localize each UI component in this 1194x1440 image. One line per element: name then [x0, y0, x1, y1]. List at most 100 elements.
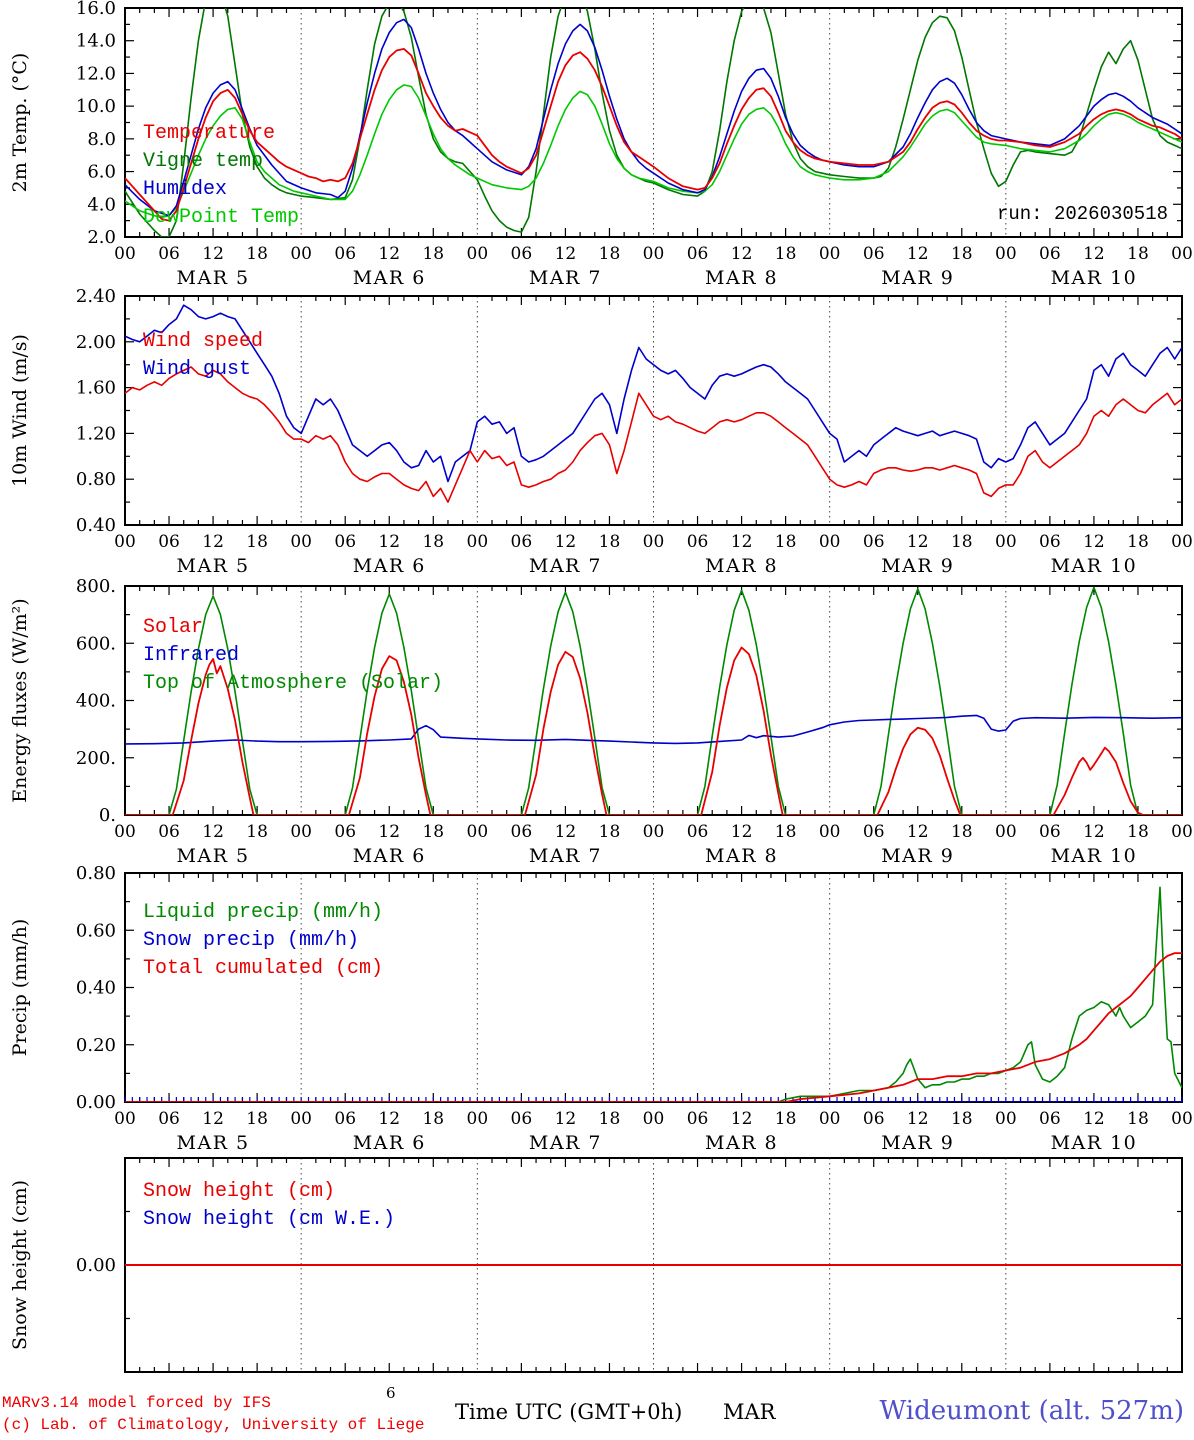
y-tick-labels: 0.80 0.60 0.40 0.20 0.00 [76, 863, 116, 1113]
svg-text:00: 00 [995, 1109, 1017, 1129]
y-tick-labels: 16.0 14.0 12.0 10.0 8.0 6.0 4.0 2.0 [76, 0, 116, 248]
svg-text:16.0: 16.0 [76, 0, 116, 19]
svg-text:18: 18 [951, 1109, 973, 1129]
svg-text:1.60: 1.60 [76, 378, 116, 399]
lab-credit: (c) Lab. of Climatology, University of L… [2, 1416, 425, 1434]
day-labels: MAR 5 MAR 6 MAR 7 MAR 8 MAR 9 MAR 10 [177, 555, 1138, 577]
svg-text:18: 18 [1127, 1109, 1149, 1129]
legend-item: Snow height (cm) [143, 1180, 335, 1203]
legend-item: Liquid precip (mm/h) [143, 901, 383, 924]
svg-text:12: 12 [555, 532, 577, 552]
y-tick-labels: 800. 600. 400. 200. 0. [76, 576, 116, 826]
svg-text:06: 06 [863, 532, 885, 552]
svg-text:06: 06 [511, 822, 533, 842]
svg-text:18: 18 [1127, 244, 1149, 264]
svg-text:600.: 600. [76, 633, 116, 654]
panel-wind: 2.40 2.00 1.60 1.20 0.80 0.40 10m Wind (m/s) Wi… [9, 286, 1193, 577]
svg-text:6.0: 6.0 [87, 162, 116, 183]
svg-text:MAR 7: MAR 7 [529, 555, 602, 577]
svg-text:00: 00 [643, 1109, 665, 1129]
legend: Liquid precip (mm/h) Snow precip (mm/h) To… [143, 901, 383, 980]
legend-item: Temperature [143, 122, 275, 145]
legend: Temperature Vigne temp Humidex DewPoint Tem… [143, 122, 299, 229]
day-gridlines [300, 586, 1007, 815]
svg-text:MAR 8: MAR 8 [705, 845, 778, 867]
svg-text:00: 00 [467, 244, 489, 264]
y-tick-labels: 2.40 2.00 1.60 1.20 0.80 0.40 [76, 286, 116, 536]
svg-text:18: 18 [951, 822, 973, 842]
svg-text:06: 06 [158, 532, 180, 552]
legend-item: Solar [143, 616, 203, 639]
svg-text:18: 18 [422, 1109, 444, 1129]
svg-text:18: 18 [775, 244, 797, 264]
svg-text:400.: 400. [76, 691, 116, 712]
svg-text:00: 00 [819, 532, 841, 552]
legend-item: DewPoint Temp [143, 206, 299, 229]
svg-text:0.80: 0.80 [76, 863, 116, 884]
svg-text:18: 18 [599, 1109, 621, 1129]
svg-text:12: 12 [202, 1109, 224, 1129]
svg-text:00: 00 [467, 532, 489, 552]
svg-text:MAR 10: MAR 10 [1051, 555, 1138, 577]
svg-text:2.00: 2.00 [76, 332, 116, 353]
svg-text:00: 00 [819, 244, 841, 264]
legend-item: Wind gust [143, 358, 251, 381]
svg-text:MAR 6: MAR 6 [353, 845, 426, 867]
svg-text:12: 12 [378, 822, 400, 842]
svg-text:06: 06 [687, 244, 709, 264]
svg-text:12: 12 [1083, 822, 1105, 842]
svg-text:06: 06 [511, 244, 533, 264]
svg-text:MAR 6: MAR 6 [353, 267, 426, 289]
legend-item: Wind speed [143, 330, 263, 353]
svg-text:00: 00 [114, 822, 136, 842]
svg-text:06: 06 [687, 822, 709, 842]
svg-text:12: 12 [731, 822, 753, 842]
svg-text:18: 18 [599, 822, 621, 842]
svg-text:06: 06 [334, 1109, 356, 1129]
svg-text:00: 00 [995, 532, 1017, 552]
svg-text:00: 00 [114, 532, 136, 552]
plot-frame [124, 295, 1183, 526]
svg-text:12: 12 [731, 244, 753, 264]
svg-text:06: 06 [158, 822, 180, 842]
svg-text:MAR 7: MAR 7 [529, 267, 602, 289]
y-axis-title: 10m Wind (m/s) [9, 334, 31, 487]
panel-energy-fluxes: 800. 600. 400. 200. 0. Energy fluxes (W/m²) So… [9, 576, 1193, 867]
svg-text:18: 18 [951, 244, 973, 264]
x-tick-labels: 00 06 12 18 00 06 12 18 00 06 12 18 00 06 12 18 00 06 12 18… [114, 1109, 1193, 1129]
series-humidex [125, 18, 1182, 217]
svg-text:MAR 8: MAR 8 [705, 267, 778, 289]
svg-text:06: 06 [863, 244, 885, 264]
svg-text:MAR 9: MAR 9 [881, 555, 954, 577]
svg-text:18: 18 [246, 244, 268, 264]
svg-text:2.40: 2.40 [76, 286, 116, 307]
svg-text:0.60: 0.60 [76, 920, 116, 941]
day-gridlines [300, 8, 1007, 237]
svg-text:06: 06 [1039, 532, 1061, 552]
svg-text:18: 18 [246, 1109, 268, 1129]
svg-text:06: 06 [334, 244, 356, 264]
svg-text:MAR 6: MAR 6 [353, 555, 426, 577]
svg-text:00: 00 [1171, 244, 1193, 264]
legend-item: Total cumulated (cm) [143, 957, 383, 980]
svg-text:18: 18 [775, 1109, 797, 1129]
svg-text:00: 00 [995, 822, 1017, 842]
svg-text:06: 06 [687, 532, 709, 552]
svg-text:06: 06 [511, 532, 533, 552]
series-dewpoint-temp [125, 84, 1182, 219]
svg-text:2.0: 2.0 [87, 227, 116, 248]
svg-text:12: 12 [731, 532, 753, 552]
legend-item: Snow height (cm W.E.) [143, 1208, 395, 1231]
svg-text:00: 00 [643, 532, 665, 552]
svg-text:00: 00 [290, 244, 312, 264]
day-gridlines [300, 1158, 1007, 1372]
svg-text:MAR 10: MAR 10 [1051, 1132, 1138, 1154]
svg-text:18: 18 [422, 822, 444, 842]
time-axis-label: Time UTC (GMT+0h) [455, 1400, 683, 1424]
svg-text:06: 06 [1039, 244, 1061, 264]
legend: Wind speed Wind gust [143, 330, 263, 381]
svg-text:06: 06 [863, 822, 885, 842]
svg-text:10.0: 10.0 [76, 96, 116, 117]
svg-text:18: 18 [422, 532, 444, 552]
